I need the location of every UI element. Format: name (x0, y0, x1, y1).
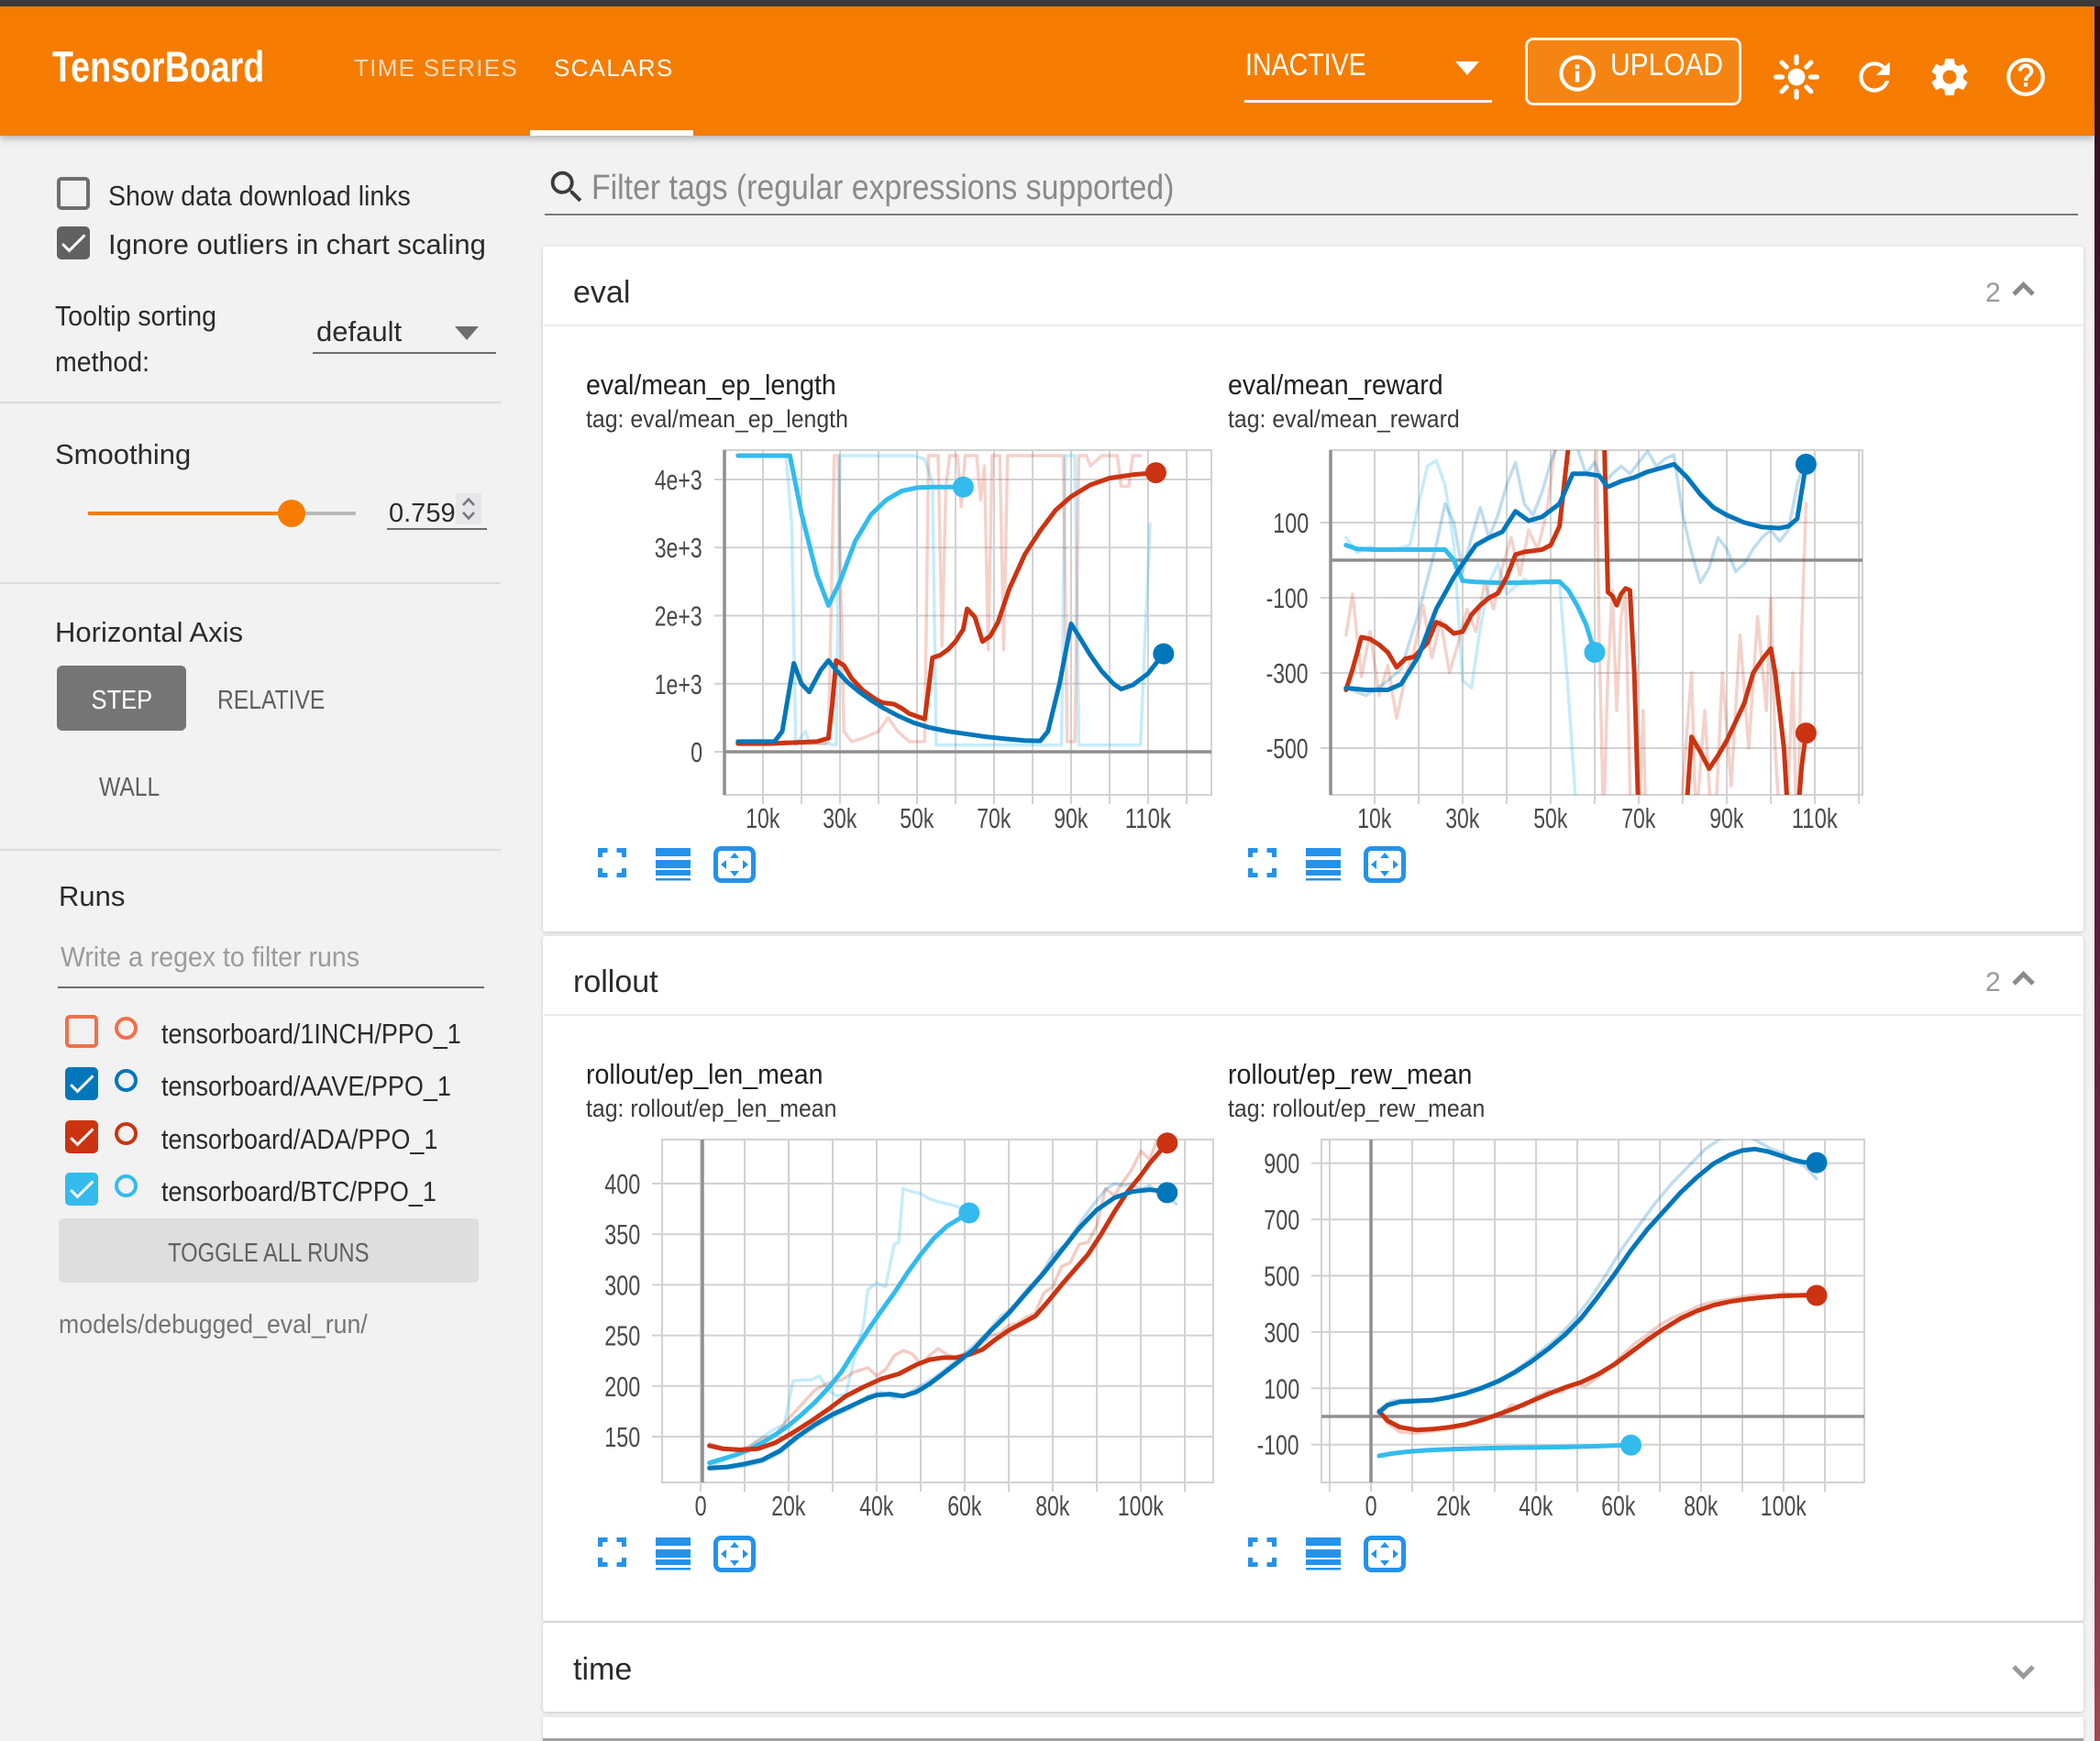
svg-text:10k: 10k (1357, 802, 1391, 834)
svg-text:-100: -100 (1266, 582, 1309, 614)
svg-text:100k: 100k (1118, 1490, 1164, 1522)
svg-text:-500: -500 (1266, 733, 1309, 765)
svg-text:110k: 110k (1125, 802, 1171, 834)
svg-text:-300: -300 (1266, 657, 1309, 689)
svg-text:100k: 100k (1761, 1490, 1807, 1522)
svg-text:300: 300 (604, 1269, 640, 1301)
svg-text:90k: 90k (1709, 802, 1743, 834)
svg-text:300: 300 (1264, 1317, 1299, 1349)
svg-text:90k: 90k (1054, 802, 1088, 834)
svg-text:700: 700 (1264, 1204, 1299, 1236)
svg-text:100: 100 (1264, 1372, 1299, 1405)
svg-text:100: 100 (1273, 507, 1309, 539)
svg-text:2e+3: 2e+3 (655, 601, 702, 633)
svg-text:1e+3: 1e+3 (655, 668, 702, 700)
svg-text:0: 0 (691, 736, 702, 768)
svg-text:150: 150 (604, 1421, 640, 1453)
svg-text:30k: 30k (823, 802, 857, 834)
svg-text:110k: 110k (1792, 802, 1838, 834)
svg-text:350: 350 (604, 1218, 640, 1251)
svg-text:-100: -100 (1257, 1429, 1299, 1461)
svg-text:80k: 80k (1684, 1490, 1718, 1522)
svg-text:0: 0 (695, 1490, 707, 1522)
svg-text:20k: 20k (771, 1490, 805, 1522)
svg-text:60k: 60k (1601, 1490, 1635, 1522)
svg-text:70k: 70k (977, 802, 1011, 834)
svg-text:50k: 50k (1533, 802, 1567, 834)
svg-text:80k: 80k (1035, 1490, 1069, 1522)
svg-text:200: 200 (604, 1371, 640, 1403)
svg-text:70k: 70k (1621, 802, 1655, 834)
svg-text:250: 250 (604, 1320, 640, 1352)
svg-text:500: 500 (1264, 1261, 1299, 1293)
svg-text:40k: 40k (1519, 1490, 1553, 1522)
svg-text:40k: 40k (859, 1490, 893, 1522)
svg-text:10k: 10k (746, 802, 779, 834)
svg-text:20k: 20k (1436, 1490, 1470, 1522)
svg-text:4e+3: 4e+3 (655, 464, 702, 496)
svg-text:50k: 50k (900, 802, 934, 834)
svg-text:30k: 30k (1445, 802, 1479, 834)
svg-text:900: 900 (1264, 1148, 1299, 1180)
svg-text:60k: 60k (947, 1490, 981, 1522)
svg-text:0: 0 (1365, 1490, 1377, 1522)
svg-text:3e+3: 3e+3 (655, 532, 702, 564)
svg-text:400: 400 (604, 1168, 640, 1200)
